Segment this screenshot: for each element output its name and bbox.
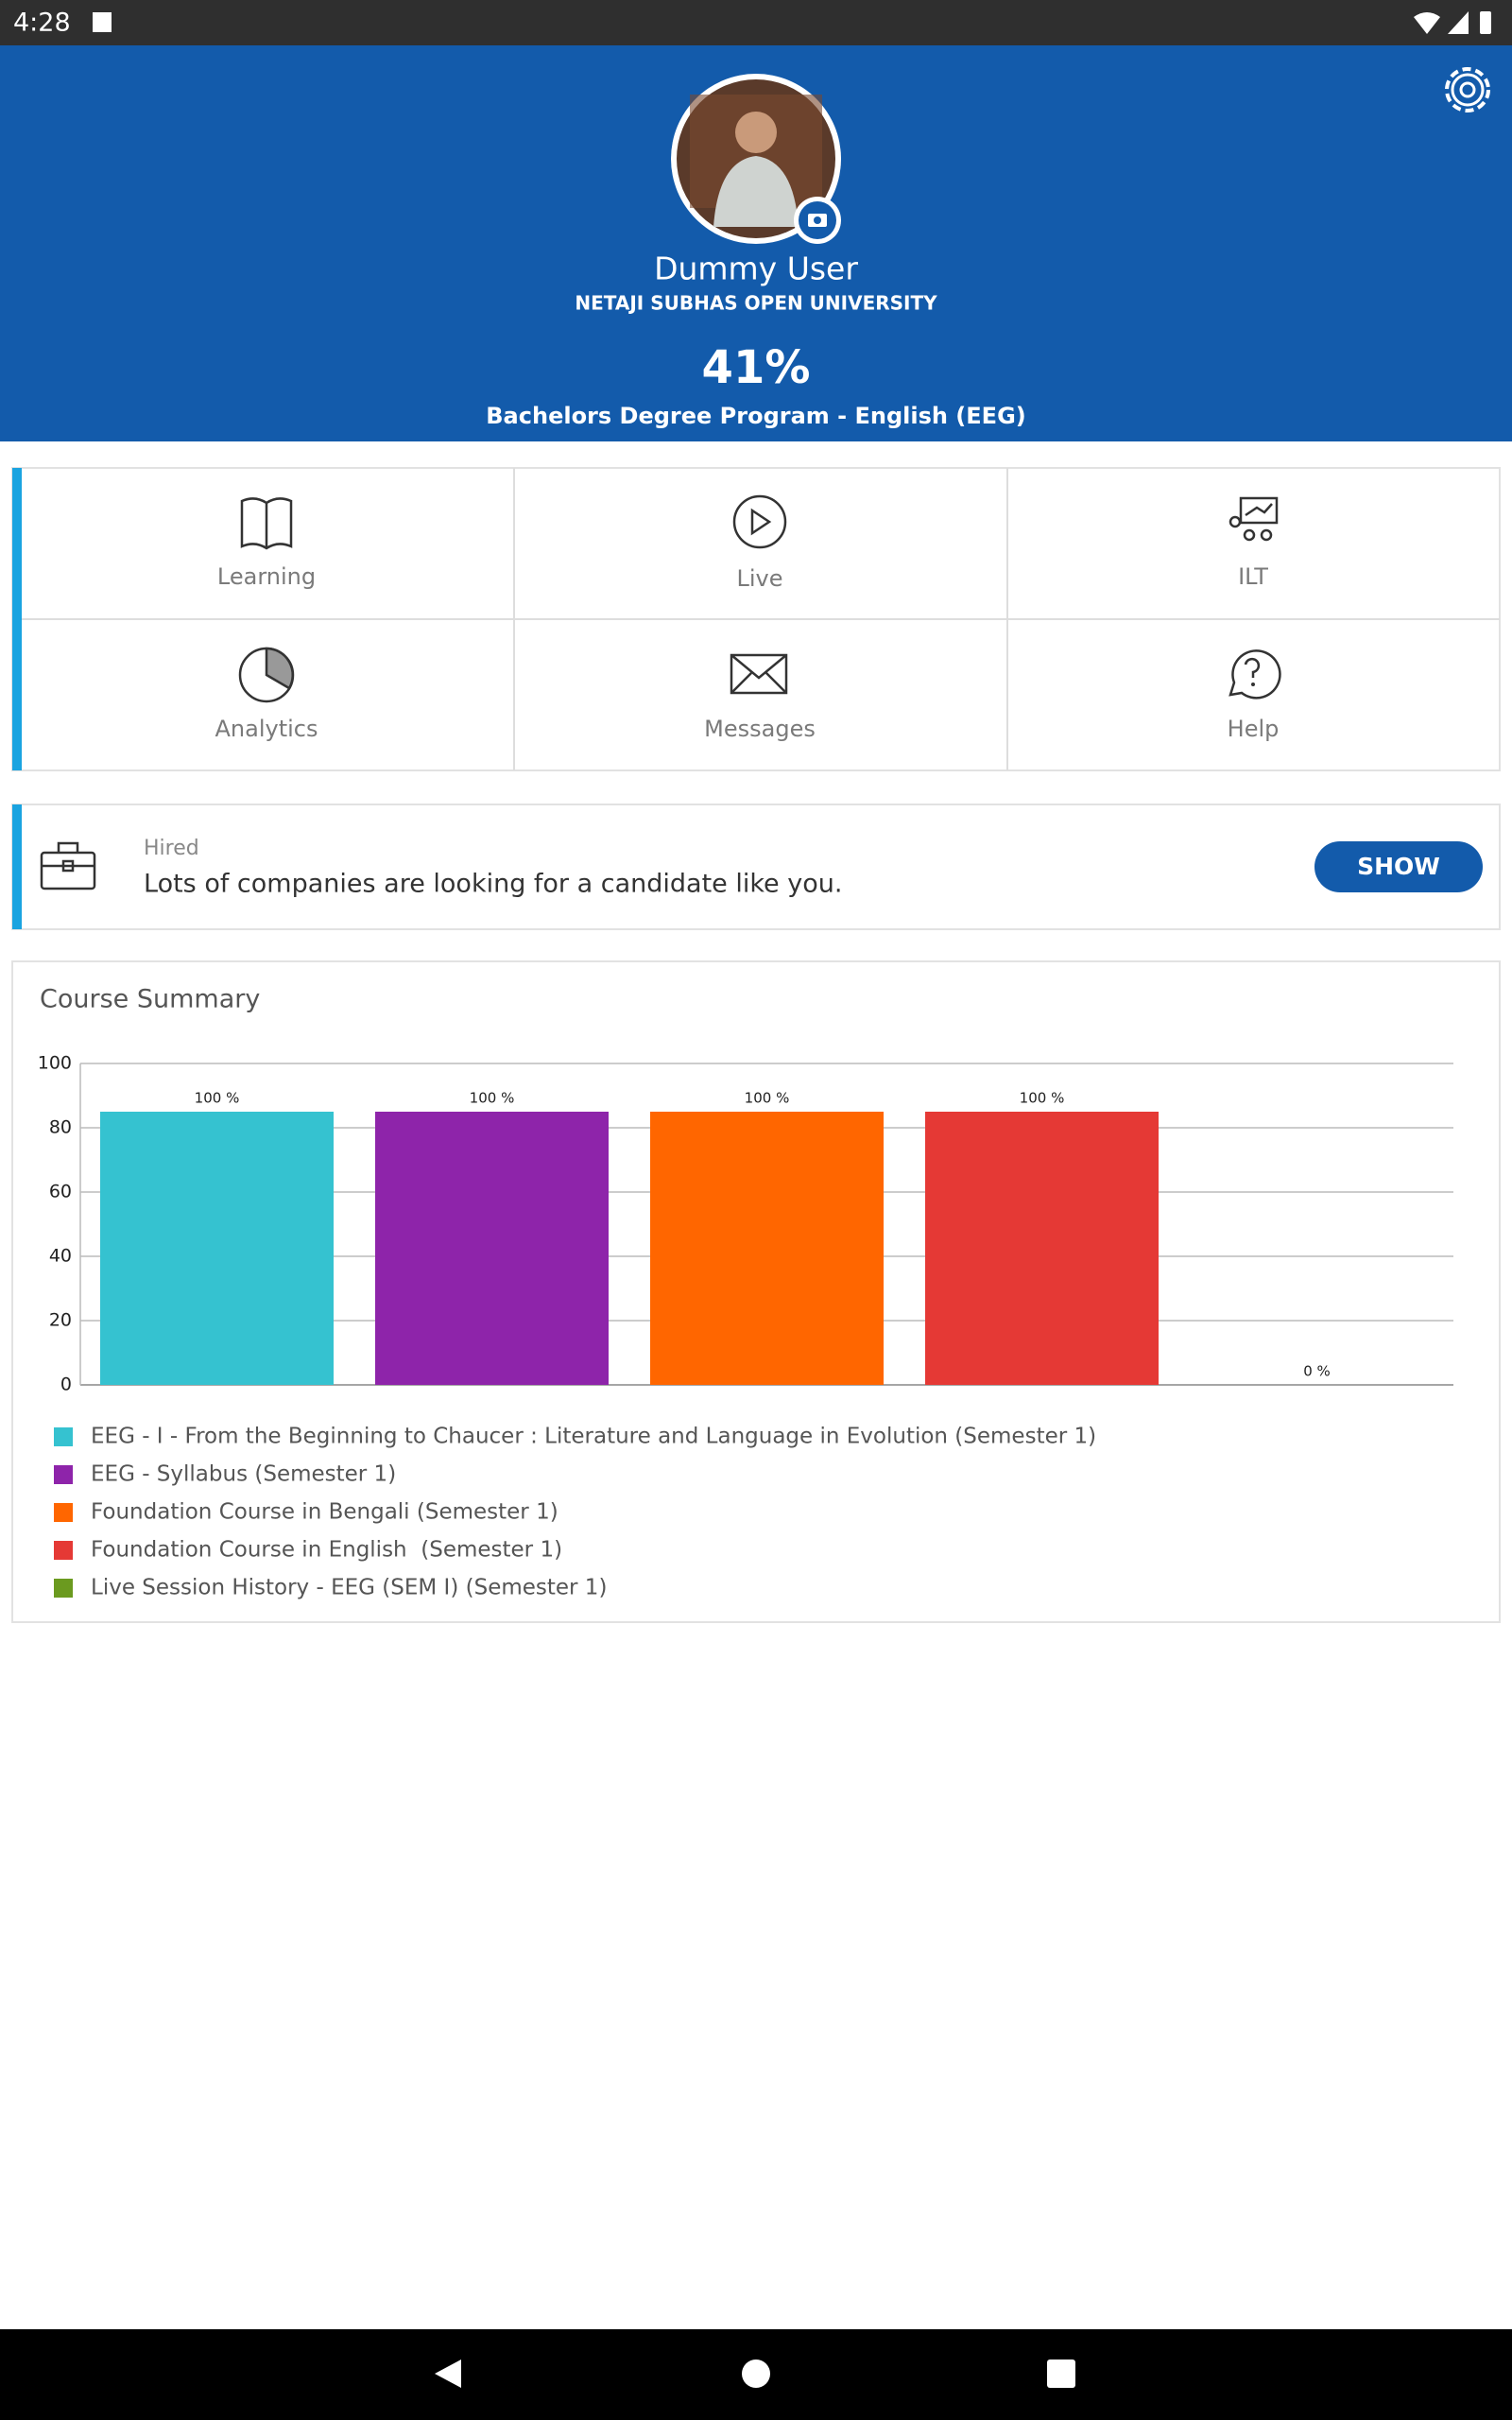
hired-card (11, 804, 1501, 930)
legend-label: Foundation Course in English (Semester 1… (91, 1538, 562, 1563)
menu-live[interactable]: Live (732, 494, 787, 592)
show-button[interactable]: SHOW (1314, 841, 1483, 892)
legend-swatch (54, 1465, 73, 1484)
menu-analytics[interactable]: Analytics (215, 647, 318, 742)
status-icon (93, 12, 112, 32)
bar (100, 1112, 334, 1385)
y-tick-label: 80 (49, 1117, 72, 1138)
menu-help[interactable]: Help (1228, 649, 1281, 742)
bar-annotation: 100 % (1020, 1090, 1065, 1107)
menu-label: Help (1228, 716, 1280, 742)
bar-annotation: 100 % (470, 1090, 515, 1107)
chart-title: Course Summary (40, 985, 260, 1014)
y-tick-label: 20 (49, 1310, 72, 1331)
menu-messages[interactable]: Messages (704, 653, 816, 742)
live-icon-play (750, 508, 772, 536)
battery-icon (1480, 11, 1491, 34)
status-time: 4:28 (13, 9, 71, 38)
bar (375, 1112, 609, 1385)
card-accent (12, 468, 22, 770)
menu-label: Live (736, 565, 782, 592)
signal-icon (1448, 11, 1469, 34)
legend-label: EEG - Syllabus (Semester 1) (91, 1462, 396, 1487)
settings-button[interactable] (1445, 67, 1490, 112)
menu-label: ILT (1238, 563, 1268, 590)
legend-swatch (54, 1579, 73, 1598)
program-name: Bachelors Degree Program - English (EEG) (486, 403, 1025, 429)
menu-label: Messages (704, 716, 816, 742)
wifi-icon (1414, 12, 1440, 34)
live-icon (732, 494, 787, 549)
help-icon (1228, 649, 1281, 700)
avatar[interactable] (671, 74, 841, 244)
university: NETAJI SUBHAS OPEN UNIVERSITY (575, 292, 937, 315)
hired-message: Lots of companies are looking for a cand… (144, 870, 842, 899)
bar-annotation: 100 % (745, 1090, 790, 1107)
y-tick-label: 40 (49, 1246, 72, 1267)
ilt-icon (1239, 496, 1279, 525)
legend-label: Live Session History - EEG (SEM I) (Seme… (91, 1576, 607, 1600)
back-button[interactable] (435, 2360, 461, 2388)
legend-label: EEG - I - From the Beginning to Chaucer … (91, 1425, 1096, 1449)
recents-button[interactable] (1047, 2360, 1075, 2388)
progress-percent: 41% (702, 341, 811, 394)
y-tick-label: 0 (60, 1374, 72, 1395)
user-name: Dummy User (654, 251, 858, 287)
menu-ilt[interactable]: ILT (1228, 496, 1279, 590)
legend-label: Foundation Course in Bengali (Semester 1… (91, 1500, 558, 1525)
y-tick-label: 100 (38, 1053, 72, 1074)
hired-label: Hired (144, 837, 199, 860)
chart: 0 20 40 60 80 100 100 % EEG - I - From the Begi… (38, 1053, 1453, 1600)
status-bar (0, 0, 1512, 45)
bar-annotation: 0 % (1303, 1363, 1331, 1380)
legend-swatch (54, 1503, 73, 1522)
messages-icon (730, 653, 788, 695)
menu-learning[interactable]: Learning (217, 497, 316, 590)
card-accent (12, 804, 22, 929)
learning-icon (240, 497, 293, 550)
legend-swatch (54, 1427, 73, 1446)
menu-label: Analytics (215, 716, 318, 742)
bar-annotation: 100 % (195, 1090, 240, 1107)
bar (925, 1112, 1159, 1385)
show-button-label: SHOW (1357, 853, 1440, 880)
menu-label: Learning (217, 563, 316, 590)
bar (650, 1112, 884, 1385)
y-tick-label: 60 (49, 1182, 72, 1202)
legend-swatch (54, 1541, 73, 1560)
home-button[interactable] (742, 2360, 770, 2388)
briefcase-icon (40, 841, 96, 890)
